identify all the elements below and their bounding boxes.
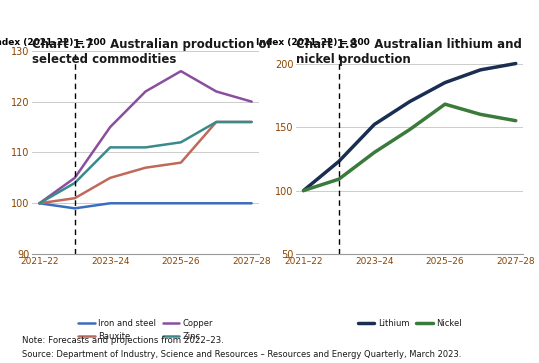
Lithium [336, 159, 342, 163]
Copper [72, 176, 78, 180]
Zinc [107, 145, 113, 150]
Text: Index (2021–22) = 100: Index (2021–22) = 100 [0, 38, 105, 47]
Nickel [300, 188, 307, 193]
Iron and steel [107, 201, 113, 205]
Legend: Iron and steel, Bauxite, Copper, Zinc: Iron and steel, Bauxite, Copper, Zinc [74, 315, 217, 344]
Lithium [442, 80, 448, 85]
Nickel [336, 177, 342, 181]
Iron and steel [36, 201, 43, 205]
Copper [142, 89, 149, 94]
Nickel [477, 112, 483, 117]
Text: Source: Department of Industry, Science and Resources – Resources and Energy Qua: Source: Department of Industry, Science … [22, 350, 461, 359]
Bauxite [178, 160, 184, 165]
Nickel [406, 127, 413, 132]
Line: Zinc: Zinc [39, 122, 252, 203]
Copper [178, 69, 184, 73]
Copper [107, 125, 113, 129]
Text: Index (2021–22) = 100: Index (2021–22) = 100 [255, 38, 369, 47]
Iron and steel [213, 201, 219, 205]
Nickel [513, 118, 519, 123]
Lithium [300, 188, 307, 193]
Bauxite [72, 196, 78, 200]
Lithium [406, 99, 413, 104]
Lithium [371, 122, 377, 127]
Line: Nickel: Nickel [303, 104, 516, 191]
Nickel [442, 102, 448, 106]
Iron and steel [72, 206, 78, 211]
Iron and steel [178, 201, 184, 205]
Iron and steel [248, 201, 255, 205]
Zinc [72, 181, 78, 185]
Bauxite [142, 166, 149, 170]
Zinc [248, 120, 255, 124]
Line: Copper: Copper [39, 71, 252, 203]
Bauxite [107, 176, 113, 180]
Text: Chart 1.8    Australian lithium and
nickel production: Chart 1.8 Australian lithium and nickel … [296, 38, 522, 66]
Copper [248, 99, 255, 104]
Bauxite [213, 120, 219, 124]
Bauxite [248, 120, 255, 124]
Line: Bauxite: Bauxite [39, 122, 252, 203]
Nickel [371, 150, 377, 155]
Line: Lithium: Lithium [303, 64, 516, 191]
Line: Iron and steel: Iron and steel [39, 203, 252, 208]
Copper [213, 89, 219, 94]
Zinc [213, 120, 219, 124]
Zinc [36, 201, 43, 205]
Text: Chart 1.7    Australian production of
selected commodities: Chart 1.7 Australian production of selec… [32, 38, 272, 66]
Text: Note: Forecasts and projections from 2022–23.: Note: Forecasts and projections from 202… [22, 336, 224, 345]
Zinc [178, 140, 184, 144]
Bauxite [36, 201, 43, 205]
Zinc [142, 145, 149, 150]
Legend: Lithium, Nickel: Lithium, Nickel [355, 315, 465, 331]
Iron and steel [142, 201, 149, 205]
Lithium [513, 61, 519, 66]
Copper [36, 201, 43, 205]
Lithium [477, 68, 483, 72]
